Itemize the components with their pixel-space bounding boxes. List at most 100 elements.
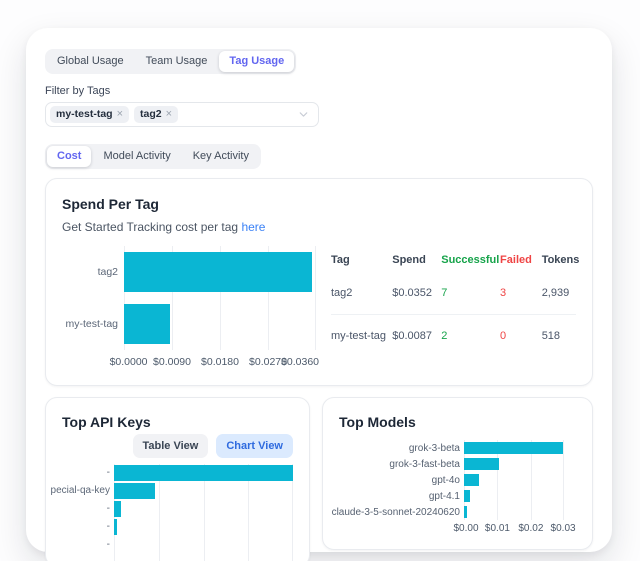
analytics-tab-model-activity[interactable]: Model Activity	[103, 150, 171, 162]
cell-tokens: 2,939	[541, 287, 570, 299]
column-header-tokens: Tokens	[541, 254, 580, 266]
models-chart-gridline	[563, 440, 565, 520]
usage-tab-tag-usage[interactable]: Tag Usage	[219, 51, 295, 72]
spend-table-row: my-test-tag $0.0087 2 0 518	[331, 315, 576, 357]
spend-per-tag-subtitle: Get Started Tracking cost per tag here	[62, 220, 576, 234]
cell-failed: 3	[500, 287, 507, 299]
tag-remove-icon[interactable]: ×	[165, 108, 173, 120]
models-chart-gridline	[530, 440, 532, 520]
tag-pill-label: my-test-tag	[56, 108, 113, 121]
spend-per-tag-title: Spend Per Tag	[62, 196, 159, 212]
api-key-bar	[114, 501, 122, 517]
models-x-tick: $0.03	[550, 523, 576, 534]
spend-x-tick: $0.0000	[109, 356, 148, 368]
spend-table-row: tag2 $0.0352 7 3 2,939	[331, 272, 576, 315]
column-header-tag: Tag	[331, 254, 350, 266]
get-started-here-link[interactable]: here	[241, 220, 266, 234]
cell-successful: 7	[441, 287, 448, 299]
spend-chart-gridline	[268, 246, 269, 350]
model-bar-gpt-4o	[464, 474, 480, 486]
models-x-tick: $0.00	[453, 523, 479, 534]
keys-chart-gridline	[158, 464, 160, 561]
tag-pill-tag2[interactable]: tag2 ×	[134, 106, 179, 123]
spend-per-tag-chart: tag2 my-test-tag $0.0000 $0.0090 $0.0180 $0.0…	[62, 246, 320, 369]
models-chart-plot	[464, 440, 566, 520]
api-key-bar	[114, 483, 156, 499]
spend-table-header-row: Tag Spend Successful Failed Tokens	[331, 248, 580, 272]
spend-chart-plot	[124, 246, 316, 350]
top-models-title: Top Models	[339, 414, 416, 430]
model-label-gpt-4o: gpt-4o	[431, 475, 460, 486]
tag-remove-icon[interactable]: ×	[116, 108, 124, 120]
usage-dashboard-panel: Global Usage Team Usage Tag Usage Filter b…	[26, 28, 612, 561]
subtitle-text: Get Started Tracking cost per tag	[62, 220, 239, 234]
spend-per-tag-body: tag2 my-test-tag $0.0000 $0.0090 $0.0180 $0.0…	[62, 246, 580, 369]
analytics-tab-key-activity[interactable]: Key Activity	[192, 150, 249, 162]
table-view-button[interactable]: Table View	[132, 434, 209, 458]
model-bar-grok-3-beta	[464, 442, 563, 454]
models-x-axis: $0.00 $0.01 $0.02 $0.03	[453, 523, 575, 535]
spend-x-tick: $0.0360	[281, 356, 320, 368]
spend-chart-gridline	[220, 246, 221, 350]
spend-bar-my-test-tag	[124, 304, 171, 344]
model-label-grok-3-fast-beta: grok-3-fast-beta	[389, 459, 460, 470]
api-key-label: -	[106, 467, 110, 478]
model-bar-claude-3-5-sonnet-20240620	[464, 506, 467, 518]
models-chart-gridline	[497, 440, 499, 520]
api-key-bar	[114, 519, 117, 535]
model-bar-gpt-4-1	[464, 490, 471, 502]
top-models-panel: Top Models grok-3-beta grok-3-fast-beta gp…	[322, 397, 593, 550]
tag-pill-label: tag2	[140, 108, 162, 121]
model-label-grok-3-beta: grok-3-beta	[408, 443, 460, 454]
spend-bar-tag2	[124, 252, 312, 292]
model-label-gpt-4-1: gpt-4.1	[428, 491, 460, 502]
api-key-label: -	[106, 521, 110, 532]
analytics-tabs: Cost Model Activity Key Activity	[45, 144, 261, 169]
usage-tabs: Global Usage Team Usage Tag Usage	[45, 49, 297, 74]
keys-chart-gridline	[248, 464, 250, 561]
cell-tokens: 518	[541, 330, 561, 342]
spend-x-tick: $0.0180	[201, 356, 239, 368]
chart-view-button[interactable]: Chart View	[216, 434, 293, 458]
keys-chart-plot	[114, 464, 293, 561]
spend-per-tag-panel: Spend Per Tag Get Started Tracking cost …	[45, 178, 593, 386]
analytics-tab-cost[interactable]: Cost	[47, 146, 92, 167]
models-x-tick: $0.01	[484, 523, 510, 534]
column-header-successful: Successful	[441, 254, 500, 266]
chevron-down-icon[interactable]	[297, 108, 310, 121]
api-key-label: -	[106, 503, 110, 514]
spend-chart-gridline	[172, 246, 173, 350]
api-key-label: pecial-qa-key	[50, 485, 110, 496]
model-bar-grok-3-fast-beta	[464, 458, 500, 470]
spend-x-tick: $0.0090	[153, 356, 191, 368]
api-key-bar	[114, 465, 293, 481]
usage-tab-global-usage[interactable]: Global Usage	[57, 55, 124, 67]
model-label-claude-3-5-sonnet-20240620: claude-3-5-sonnet-20240620	[331, 507, 460, 518]
spend-category-label: my-test-tag	[65, 318, 118, 330]
top-models-chart: grok-3-beta grok-3-fast-beta gpt-4o gpt-4.1…	[331, 440, 576, 535]
filter-by-tags-label: Filter by Tags	[45, 85, 111, 97]
keys-view-toggle: Table View Chart View	[62, 434, 293, 458]
cell-tag: my-test-tag	[331, 330, 387, 342]
cell-spend: $0.0352	[392, 287, 433, 299]
spend-chart-gridline	[315, 246, 316, 350]
column-header-spend: Spend	[392, 254, 426, 266]
usage-tab-team-usage[interactable]: Team Usage	[145, 55, 208, 67]
tag-pill-my-test-tag[interactable]: my-test-tag ×	[50, 106, 130, 123]
column-header-failed: Failed	[500, 254, 532, 266]
spend-category-label: tag2	[97, 266, 118, 278]
top-api-keys-title: Top API Keys	[62, 414, 151, 430]
spend-chart-gridline	[124, 246, 125, 350]
cell-tag: tag2	[331, 287, 353, 299]
spend-per-tag-table: Tag Spend Successful Failed Tokens tag2 $0.035…	[331, 248, 580, 369]
spend-x-tick: $0.0270	[249, 356, 287, 368]
top-api-keys-panel: Top API Keys Table View Chart View - pecia…	[45, 397, 310, 561]
tag-filter-select[interactable]: my-test-tag × tag2 ×	[45, 102, 319, 127]
cell-failed: 0	[500, 330, 507, 342]
api-key-label: -	[106, 539, 110, 550]
cell-spend: $0.0087	[392, 330, 433, 342]
keys-chart-gridline	[203, 464, 205, 561]
spend-x-axis: $0.0000 $0.0090 $0.0180 $0.0270 $0.0360	[110, 356, 320, 369]
models-x-tick: $0.02	[518, 523, 544, 534]
